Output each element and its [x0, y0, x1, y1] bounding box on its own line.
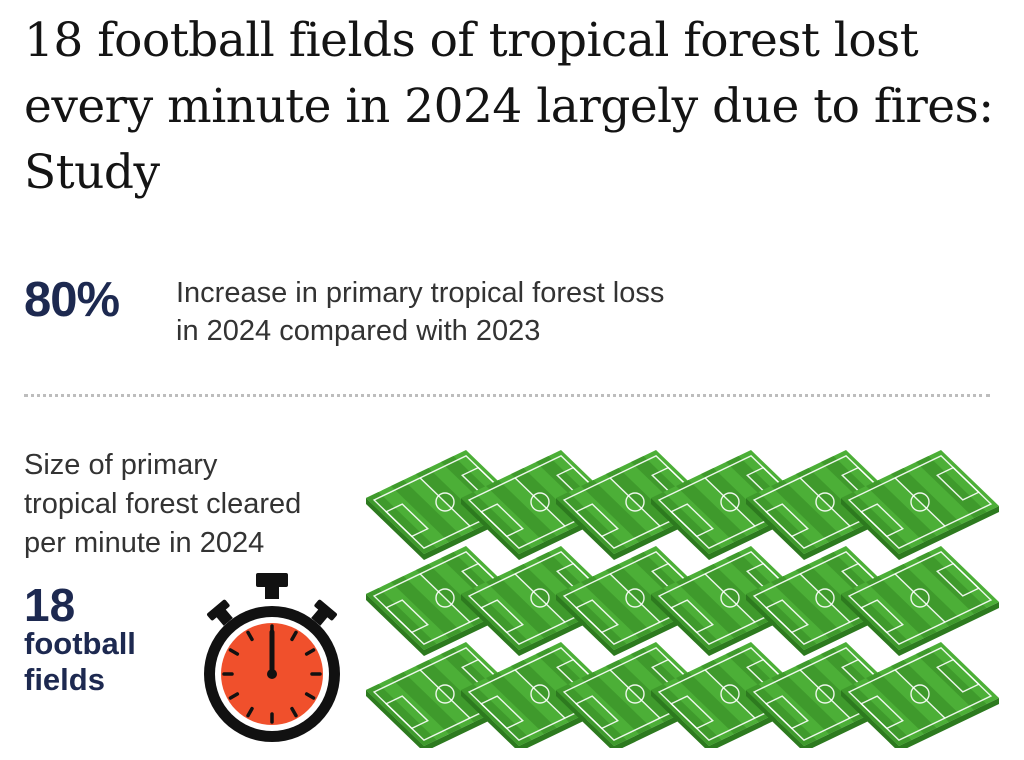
dotted-divider [24, 394, 990, 397]
field-count: 18 [24, 579, 76, 631]
football-field-icon [841, 546, 999, 656]
football-fields-grid [366, 450, 999, 748]
football-field-icon [746, 546, 904, 656]
stopwatch-icon [204, 573, 340, 742]
stat-description-line: in 2024 compared with 2023 [176, 315, 541, 347]
football-field-icon [841, 642, 999, 748]
football-field-icon [366, 450, 524, 560]
size-description-line: tropical forest cleared [24, 488, 302, 520]
headline: 18 football fields of tropical forest lo… [24, 13, 994, 200]
football-field-icon [366, 546, 524, 656]
football-field-icon [461, 546, 619, 656]
football-field-icon [366, 642, 524, 748]
stat-percentage: 80% [24, 273, 120, 327]
football-field-icon [841, 450, 999, 560]
field-count-unit-line: fields [24, 662, 105, 697]
football-field-icon [746, 642, 904, 748]
size-description-line: per minute in 2024 [24, 527, 265, 559]
size-description: Size of primary tropical forest cleared … [24, 446, 301, 563]
football-field-icon [651, 642, 809, 748]
field-count-unit-line: football [24, 626, 136, 661]
football-field-icon [556, 642, 714, 748]
football-field-icon [461, 450, 619, 560]
field-count-unit: football fields [24, 626, 194, 698]
football-field-icon [746, 450, 904, 560]
stat-description: Increase in primary tropical forest loss… [176, 274, 664, 350]
size-description-line: Size of primary [24, 449, 218, 481]
stat-description-line: Increase in primary tropical forest loss [176, 277, 665, 309]
